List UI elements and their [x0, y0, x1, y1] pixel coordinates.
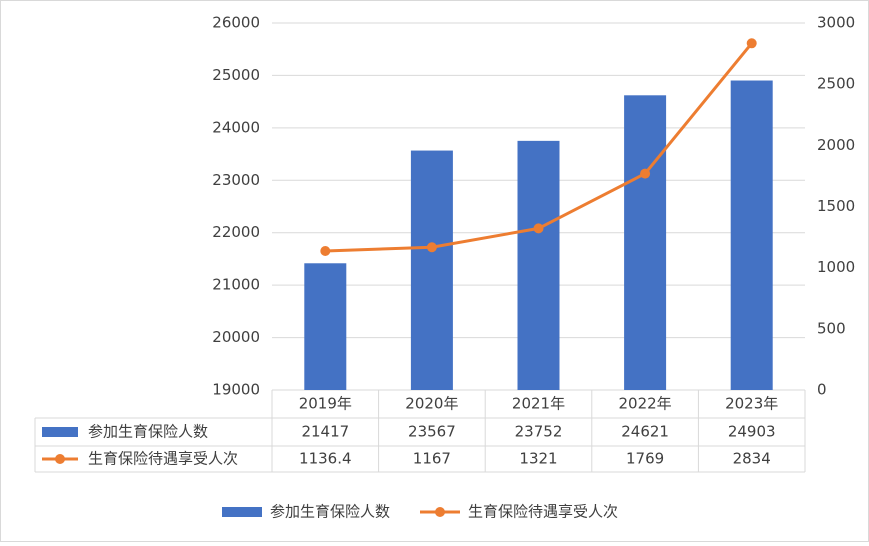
- bar: [304, 263, 347, 390]
- y-tick-label: 22000: [212, 223, 260, 241]
- y-tick-label: 19000: [212, 381, 260, 399]
- x-tick-label: 2021年: [512, 395, 565, 413]
- table-cell: 24903: [728, 423, 776, 441]
- y-tick-label: 21000: [212, 276, 260, 294]
- y-tick-label: 23000: [212, 171, 260, 189]
- table-cell: 23752: [515, 423, 563, 441]
- y2-tick-label: 0: [817, 381, 827, 399]
- line-marker: [320, 245, 331, 256]
- y-tick-label: 25000: [212, 66, 260, 84]
- y2-tick-label: 500: [817, 319, 846, 337]
- legend-label: 生育保险待遇享受人次: [468, 503, 618, 521]
- table-cell: 1136.4: [299, 450, 352, 468]
- bar: [517, 140, 560, 390]
- legend-marker: [55, 454, 65, 464]
- x-tick-label: 2019年: [299, 395, 352, 413]
- bar: [730, 80, 773, 390]
- table-cell: 21417: [301, 423, 349, 441]
- bar: [624, 95, 667, 390]
- y-tick-label: 20000: [212, 328, 260, 346]
- y2-tick-label: 3000: [817, 14, 855, 32]
- table-series-name: 参加生育保险人数: [88, 423, 208, 441]
- bar: [410, 150, 453, 390]
- table-cell: 1321: [519, 450, 557, 468]
- table-cell: 2834: [733, 450, 771, 468]
- y-tick-label: 26000: [212, 14, 260, 32]
- y2-tick-label: 2000: [817, 136, 855, 154]
- legend-label: 参加生育保险人数: [270, 503, 390, 521]
- y2-tick-label: 2500: [817, 75, 855, 93]
- x-tick-label: 2020年: [405, 395, 458, 413]
- y-tick-label: 24000: [212, 118, 260, 136]
- x-tick-label: 2023年: [725, 395, 778, 413]
- table-cell: 1769: [626, 450, 664, 468]
- y2-tick-label: 1500: [817, 197, 855, 215]
- legend-swatch: [222, 507, 262, 517]
- legend-marker: [435, 507, 445, 517]
- line-marker: [746, 38, 757, 49]
- table-cell: 23567: [408, 423, 456, 441]
- y2-tick-label: 1000: [817, 258, 855, 276]
- x-tick-label: 2022年: [619, 395, 672, 413]
- legend-swatch: [42, 427, 78, 437]
- line-marker: [426, 242, 437, 253]
- table-series-name: 生育保险待遇享受人次: [88, 450, 238, 468]
- line-marker: [640, 168, 651, 179]
- table-cell: 1167: [413, 450, 451, 468]
- table-cell: 24621: [621, 423, 669, 441]
- line-marker: [533, 223, 544, 234]
